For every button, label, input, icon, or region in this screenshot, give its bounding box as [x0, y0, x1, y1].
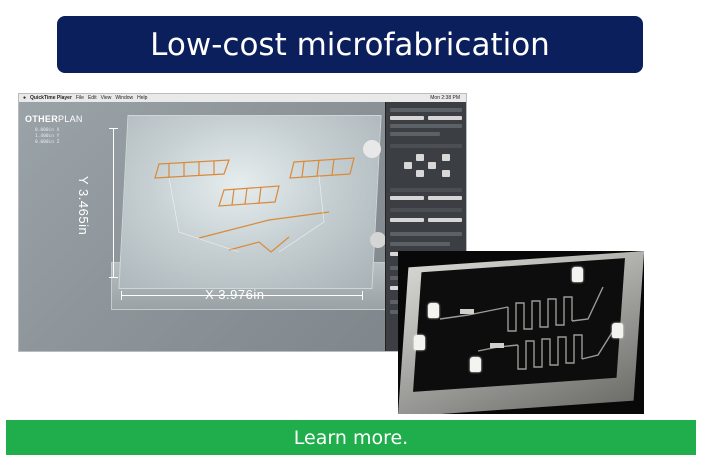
jog-z-up-button[interactable]	[442, 154, 450, 161]
panel-section-bar	[390, 188, 462, 192]
menubar-app-name: QuickTime Player	[30, 95, 72, 101]
panel-field[interactable]	[390, 232, 462, 236]
menu-window: Window	[115, 95, 134, 101]
learn-more-label: Learn more.	[293, 426, 409, 449]
x-dimension-line	[121, 295, 363, 296]
panel-section-bar	[390, 208, 462, 212]
mac-menubar: ● QuickTime Player File Edit View Window…	[19, 94, 466, 102]
coord-y: 1.400in Y	[35, 134, 60, 139]
channel-pattern	[439, 286, 614, 370]
x-tick-right	[362, 291, 363, 300]
toolpath-drawing	[154, 140, 385, 253]
panel-field[interactable]	[390, 132, 440, 136]
panel-field[interactable]	[390, 124, 462, 128]
jog-right-button[interactable]	[428, 162, 436, 169]
panel-button[interactable]	[428, 116, 462, 120]
fluid-port	[612, 323, 623, 338]
panel-button[interactable]	[390, 218, 424, 222]
coord-z: 0.000in Z	[35, 140, 60, 145]
jog-down-button[interactable]	[416, 170, 424, 177]
menu-help: Help	[137, 95, 148, 101]
menu-edit: Edit	[87, 95, 97, 101]
menu-view: View	[100, 95, 112, 101]
y-tick-bottom	[109, 277, 118, 278]
coord-x: 0.000in X	[35, 128, 60, 133]
x-dimension-label: X 3.976in	[205, 287, 265, 302]
panel-section-bar	[390, 144, 462, 148]
microfluidic-chip-photo	[398, 251, 644, 414]
otherplan-logo: OTHERPLAN	[25, 114, 83, 124]
panel-button[interactable]	[428, 218, 462, 222]
menubar-clock: Mon 2:38 PM	[430, 95, 460, 101]
menu-file: File	[75, 95, 84, 101]
y-dimension-line	[113, 128, 114, 278]
panel-button[interactable]	[390, 196, 424, 200]
panel-header-bar	[390, 108, 462, 112]
jog-z-down-button[interactable]	[442, 170, 450, 177]
jog-up-button[interactable]	[416, 154, 424, 161]
panel-button[interactable]	[428, 196, 462, 200]
y-tick-top	[109, 128, 118, 129]
cad-viewport: OTHERPLAN 0.000in X 1.400in Y 0.000in Z	[19, 102, 395, 351]
panel-button[interactable]	[390, 116, 424, 120]
fluid-port	[572, 267, 583, 282]
fluid-port	[470, 357, 481, 372]
panel-field[interactable]	[390, 242, 450, 246]
fluid-port	[428, 303, 439, 318]
y-dimension-label: Y 3.465in	[76, 176, 91, 236]
apple-icon: ●	[23, 95, 27, 101]
title-banner: Low-cost microfabrication	[57, 16, 643, 73]
x-tick-left	[121, 291, 122, 300]
jog-left-button[interactable]	[404, 162, 412, 169]
software-screenshot: ● QuickTime Player File Edit View Window…	[18, 93, 467, 352]
coordinate-readout: 0.000in X 1.400in Y 0.000in Z	[35, 128, 59, 146]
slide-title: Low-cost microfabrication	[150, 26, 550, 63]
learn-more-button[interactable]: Learn more.	[6, 420, 696, 455]
fluid-port	[414, 335, 425, 350]
